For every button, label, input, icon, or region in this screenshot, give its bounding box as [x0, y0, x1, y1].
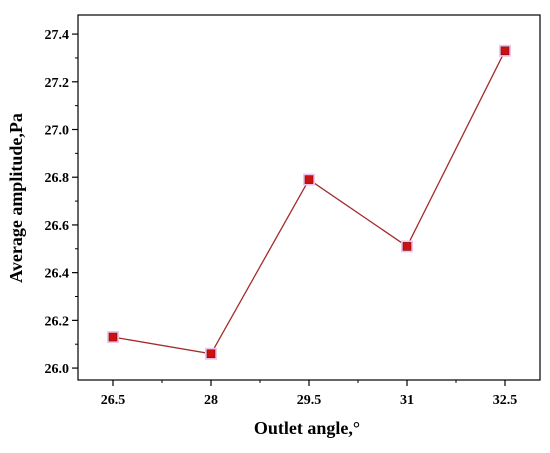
data-point [108, 332, 118, 342]
x-tick-label: 31 [400, 393, 414, 408]
y-tick-label: 27.0 [45, 124, 70, 139]
series-line [112, 50, 506, 355]
y-tick-label: 26.8 [45, 171, 70, 186]
plot-frame [77, 14, 541, 381]
x-axis-label: Outlet angle,° [254, 418, 360, 438]
y-tick-label: 26.2 [45, 314, 70, 329]
data-point [304, 175, 314, 184]
y-tick-label: 27.2 [45, 76, 70, 91]
data-point [206, 349, 216, 359]
x-tick-label: 28 [204, 393, 218, 408]
y-tick-label: 27.4 [45, 28, 70, 43]
data-point [402, 242, 412, 251]
y-axis-label: Average amplitude,Pa [6, 113, 26, 283]
y-tick-label: 26.6 [45, 219, 70, 234]
x-axis-ticks: 26.5 28 29.5 31 32.5 [101, 380, 518, 408]
x-tick-label: 32.5 [493, 393, 518, 408]
y-tick-label: 26.0 [45, 362, 70, 377]
data-point [500, 46, 510, 56]
x-tick-label: 29.5 [297, 393, 322, 408]
x-tick-label: 26.5 [101, 393, 126, 408]
plot-axes [77, 14, 541, 381]
y-axis-ticks: 26.0 26.2 26.4 26.6 26.8 27.0 27.2 27.4 [45, 28, 78, 377]
data-series [107, 44, 511, 360]
y-tick-label: 26.4 [45, 267, 70, 282]
